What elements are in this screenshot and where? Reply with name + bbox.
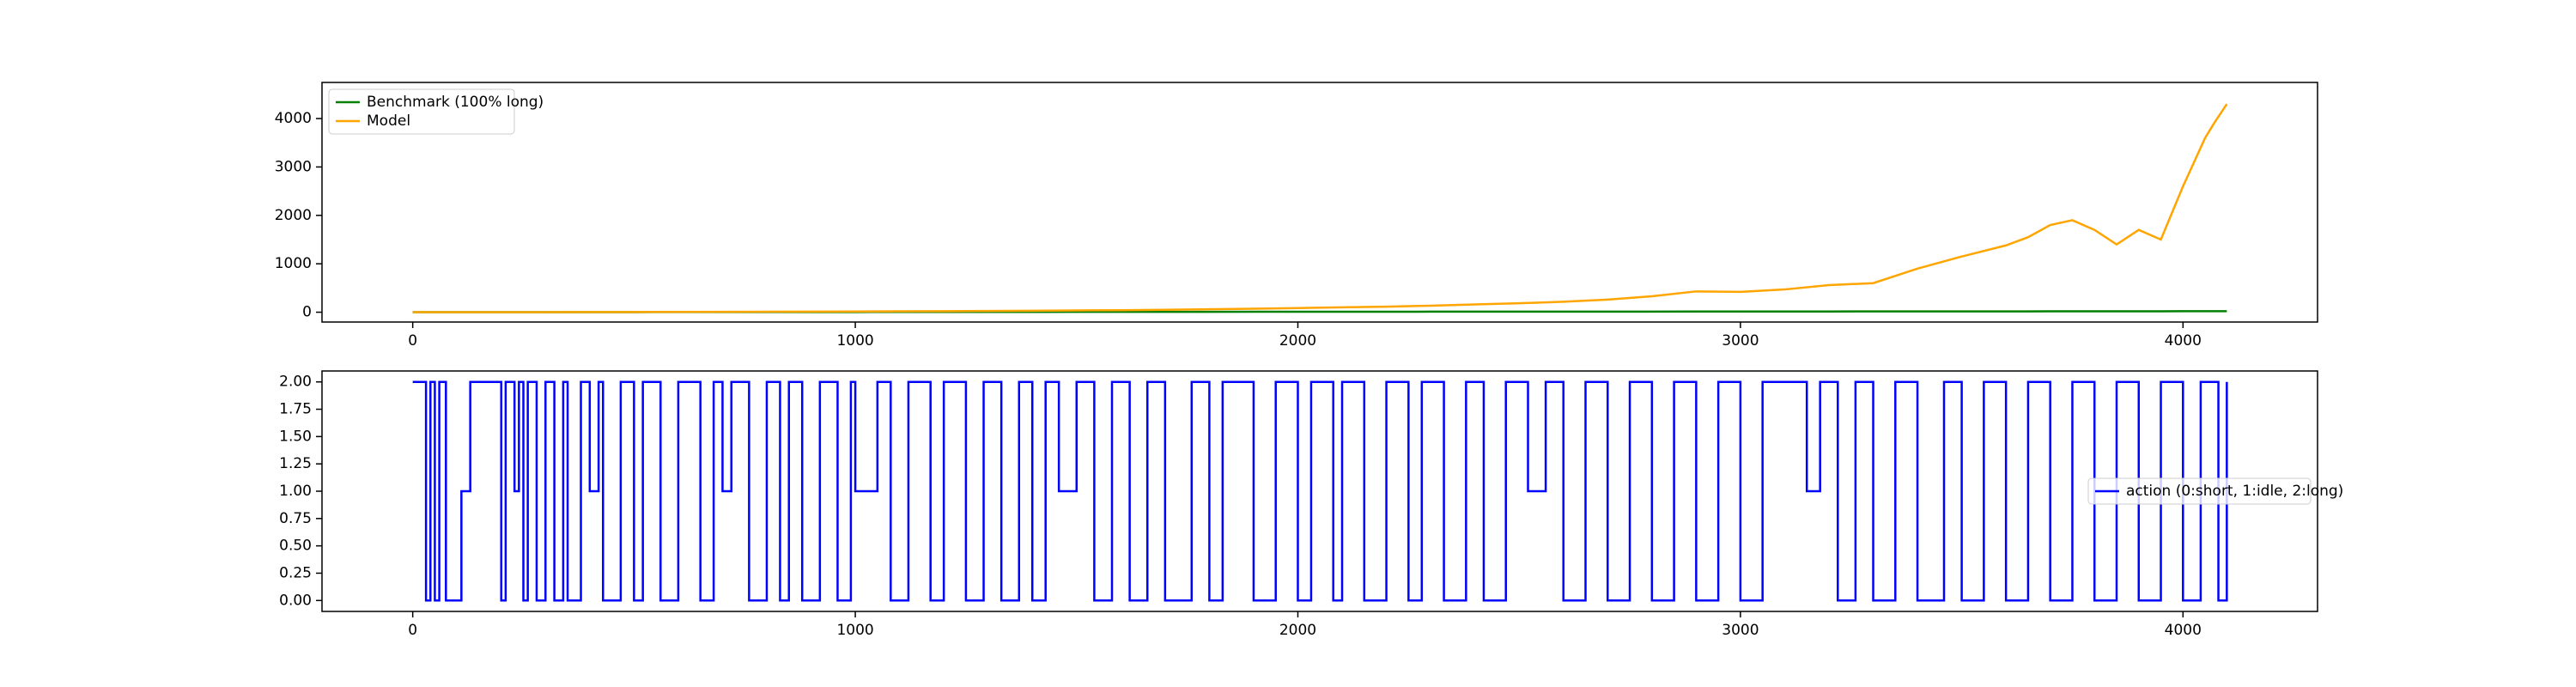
y-tick-label: 2000: [275, 207, 312, 224]
x-tick-label: 0: [408, 622, 417, 639]
axes-frame: [321, 370, 2318, 612]
line-series: [412, 103, 2228, 313]
x-tick-label: 0: [408, 332, 417, 350]
y-tick-label: 1.75: [279, 401, 312, 418]
legend-box: [2087, 477, 2312, 505]
x-tick-label: 3000: [1722, 622, 1759, 639]
x-tick-label: 4000: [2165, 622, 2202, 639]
y-tick-label: 0.75: [279, 510, 312, 527]
y-tick-label: 1000: [275, 255, 312, 272]
y-tick-label: 1.00: [279, 483, 312, 500]
axes-frame: [321, 82, 2318, 323]
legend-label: Benchmark (100% long): [367, 94, 544, 111]
x-tick-label: 3000: [1722, 332, 1759, 350]
y-tick-label: 0.00: [279, 592, 312, 609]
legend-label: Model: [367, 112, 410, 130]
y-tick-label: 4000: [275, 110, 312, 127]
y-tick-label: 2.00: [279, 374, 312, 391]
y-tick-label: 0: [302, 304, 312, 321]
y-tick-label: 0.25: [279, 564, 312, 581]
y-tick-label: 1.50: [279, 428, 312, 445]
x-tick-label: 2000: [1279, 622, 1316, 639]
y-tick-label: 3000: [275, 158, 312, 175]
x-tick-label: 4000: [2165, 332, 2202, 350]
y-tick-label: 1.25: [279, 455, 312, 472]
legend-box: [328, 88, 515, 135]
step-series: [412, 380, 2228, 602]
legend-label: action (0:short, 1:idle, 2:long): [2126, 483, 2343, 500]
x-tick-label: 1000: [836, 622, 873, 639]
x-tick-label: 2000: [1279, 332, 1316, 350]
y-tick-label: 0.50: [279, 538, 312, 555]
x-tick-label: 1000: [836, 332, 873, 350]
